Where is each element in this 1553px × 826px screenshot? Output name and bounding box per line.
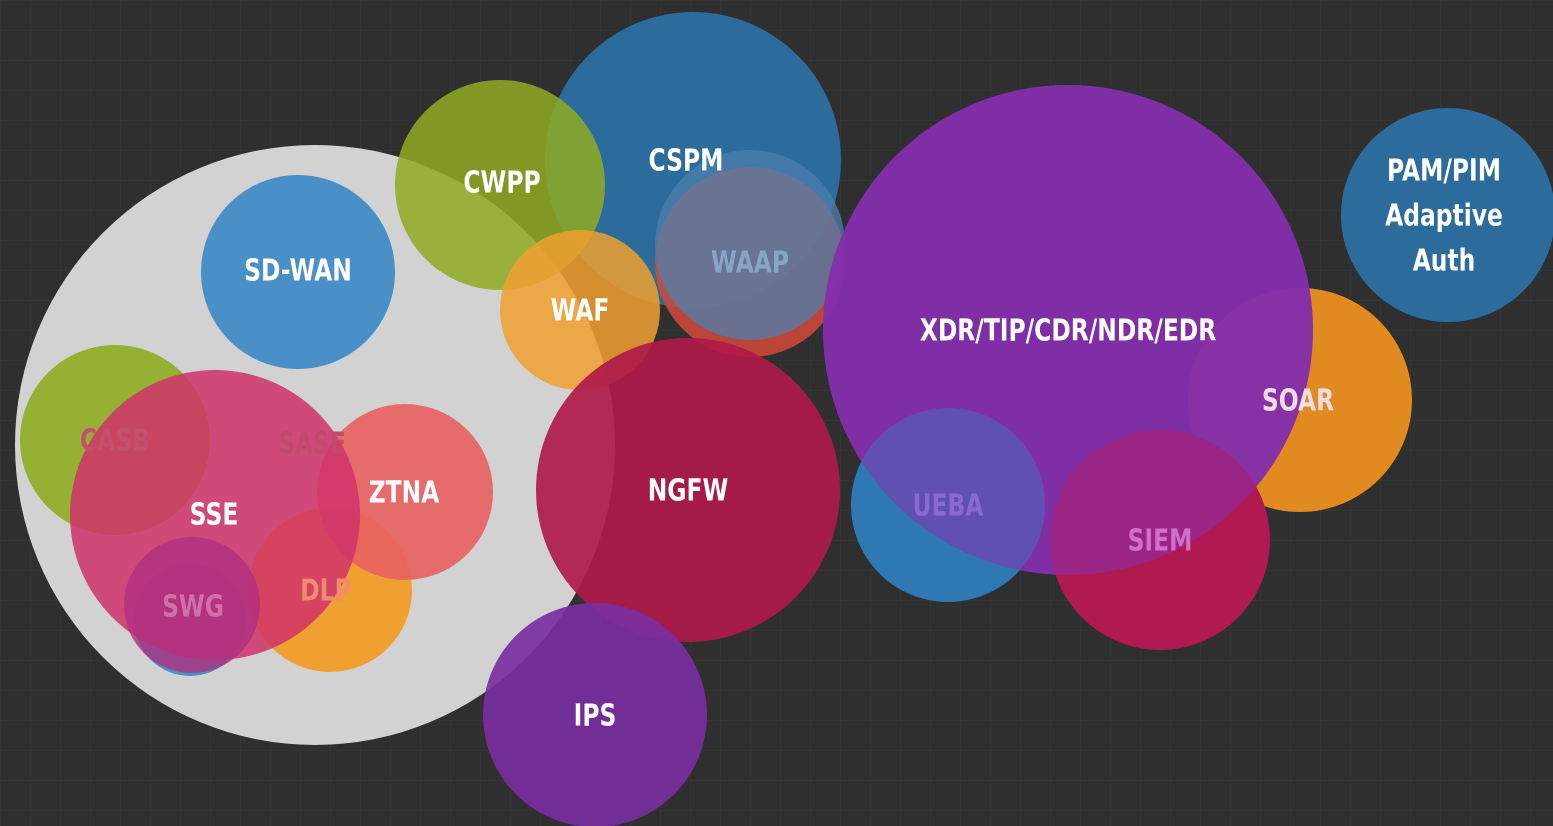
label-sase: SASE: [278, 427, 346, 462]
label-dlp: DLP: [300, 574, 351, 609]
label-sse: SSE: [190, 498, 239, 533]
circle-waf: [500, 230, 660, 390]
label-cspm: CSPM: [649, 144, 724, 179]
label-ips: IPS: [574, 699, 617, 734]
label-casb: CASB: [80, 424, 150, 459]
circle-xdr-overlay: [823, 85, 1313, 575]
label-pam-3: Auth: [1413, 244, 1476, 279]
label-waf: WAF: [551, 294, 610, 329]
label-ngfw: NGFW: [648, 474, 729, 509]
circle-ztna: [317, 404, 493, 580]
label-xdr: XDR/TIP/CDR/NDR/EDR: [920, 314, 1217, 349]
circle-ngfw: [536, 338, 840, 642]
circle-sdwan: [201, 175, 395, 369]
label-pam-1: PAM/PIM: [1387, 154, 1501, 189]
label-cwpp: CWPP: [463, 166, 540, 201]
circle-swg: [124, 537, 260, 673]
label-siem: SIEM: [1128, 524, 1193, 559]
label-waap: WAAP: [711, 246, 789, 281]
label-ueba: UEBA: [913, 489, 984, 524]
label-pam-2: Adaptive: [1385, 199, 1503, 234]
label-swg: SWG: [162, 590, 224, 625]
circle-waap: [655, 150, 845, 340]
label-ztna: ZTNA: [369, 476, 440, 511]
circle-ips: [483, 603, 707, 826]
label-soar: SOAR: [1262, 384, 1334, 419]
label-sdwan: SD-WAN: [244, 254, 352, 289]
circle-pam: [1341, 108, 1553, 322]
